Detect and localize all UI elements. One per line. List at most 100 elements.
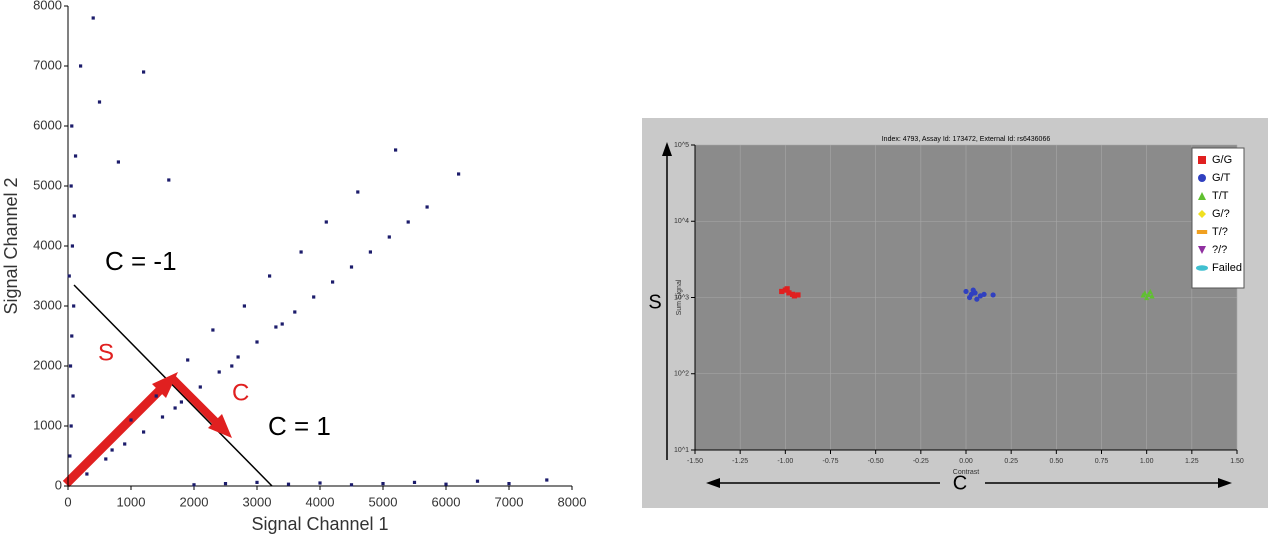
- annotation: C = 1: [268, 411, 331, 441]
- contrast-line: [73, 284, 273, 487]
- legend-label: G/G: [1212, 154, 1232, 166]
- point: [217, 370, 221, 374]
- point: [69, 424, 73, 428]
- point: [349, 265, 354, 269]
- legend-label: Failed: [1212, 262, 1242, 274]
- legend-label: G/T: [1212, 172, 1231, 184]
- s-arrow: [62, 378, 172, 488]
- legend-marker: [1198, 246, 1206, 254]
- point: [70, 244, 75, 248]
- x-tick-label: 2000: [180, 494, 209, 509]
- legend-marker: [1198, 174, 1206, 182]
- legend-marker: [1198, 192, 1206, 200]
- point: [142, 70, 146, 74]
- y-tick-label: 10^3: [674, 294, 689, 301]
- point: [786, 290, 792, 296]
- point: [85, 472, 89, 476]
- point: [154, 394, 158, 398]
- x-tick-label: 0: [64, 494, 71, 509]
- x-tick-label: 1.50: [1230, 458, 1244, 465]
- x-axis-label: Contrast: [953, 469, 980, 476]
- point: [963, 288, 969, 295]
- point: [381, 482, 385, 486]
- y-tick-label: 2000: [33, 357, 62, 372]
- annotation: S: [98, 339, 114, 366]
- c-arrowhead: [208, 414, 232, 438]
- point: [974, 296, 980, 302]
- x-tick-label: 8000: [558, 494, 587, 509]
- x-tick-label: -0.75: [823, 458, 839, 465]
- x-tick-label: -1.25: [732, 458, 748, 465]
- point: [368, 250, 372, 254]
- side-label: S: [648, 291, 661, 313]
- point: [255, 340, 259, 344]
- x-tick-label: 0.50: [1050, 458, 1064, 465]
- point: [1147, 288, 1153, 295]
- point: [72, 304, 76, 308]
- y-tick-label: 10^5: [674, 142, 689, 149]
- x-tick-label: 1.00: [1140, 458, 1154, 465]
- y-tick-label: 0: [55, 477, 62, 492]
- y-axis-label: Sum Signal: [676, 279, 683, 315]
- x-tick-label: 4000: [306, 494, 335, 509]
- point: [223, 482, 228, 486]
- x-tick-label: 3000: [243, 494, 272, 509]
- point: [457, 172, 461, 176]
- point: [179, 400, 183, 404]
- point: [425, 205, 429, 209]
- side-label: C: [953, 472, 967, 494]
- point: [784, 286, 790, 292]
- point: [280, 322, 284, 326]
- point: [110, 448, 114, 452]
- x-tick-label: 0.25: [1004, 458, 1018, 465]
- x-tick-label: -1.00: [777, 458, 793, 465]
- point: [268, 274, 272, 278]
- y-tick-label: 7000: [33, 57, 62, 72]
- point: [67, 274, 71, 278]
- point: [1144, 294, 1150, 301]
- point: [274, 325, 278, 329]
- point: [236, 355, 240, 359]
- point: [779, 288, 785, 295]
- point: [791, 293, 797, 299]
- point: [444, 482, 448, 486]
- point: [545, 478, 549, 482]
- point: [406, 220, 410, 224]
- chart-title: Index: 4793, Assay Id: 173472, External …: [882, 136, 1051, 143]
- point: [318, 481, 322, 485]
- point: [970, 287, 976, 293]
- point: [230, 364, 234, 368]
- point: [981, 291, 987, 297]
- point: [349, 483, 354, 487]
- point: [475, 479, 480, 483]
- point: [324, 220, 328, 224]
- point: [293, 310, 297, 314]
- point: [507, 482, 511, 486]
- annotation: C: [232, 379, 249, 406]
- legend-label: G/?: [1212, 208, 1230, 220]
- point: [70, 124, 74, 128]
- x-tick-label: 1.25: [1185, 458, 1199, 465]
- arrowhead: [1218, 478, 1232, 488]
- point: [312, 295, 316, 299]
- axis: [67, 6, 572, 487]
- point: [299, 250, 303, 254]
- x-tick-label: 0.75: [1095, 458, 1109, 465]
- x-tick-label: 5000: [369, 494, 398, 509]
- point: [79, 64, 83, 68]
- x-tick-label: -1.50: [687, 458, 703, 465]
- y-tick-label: 5000: [33, 177, 62, 192]
- point: [70, 334, 74, 338]
- point: [72, 214, 76, 218]
- x-tick-label: 6000: [432, 494, 461, 509]
- point: [1145, 291, 1152, 297]
- point: [331, 280, 335, 284]
- y-tick-label: 10^4: [674, 218, 689, 225]
- point: [198, 385, 202, 389]
- legend-marker: [1198, 210, 1206, 218]
- point: [91, 16, 95, 20]
- point: [394, 148, 398, 152]
- legend-marker: [1198, 156, 1206, 164]
- x-axis-label: Signal Channel 1: [251, 514, 388, 534]
